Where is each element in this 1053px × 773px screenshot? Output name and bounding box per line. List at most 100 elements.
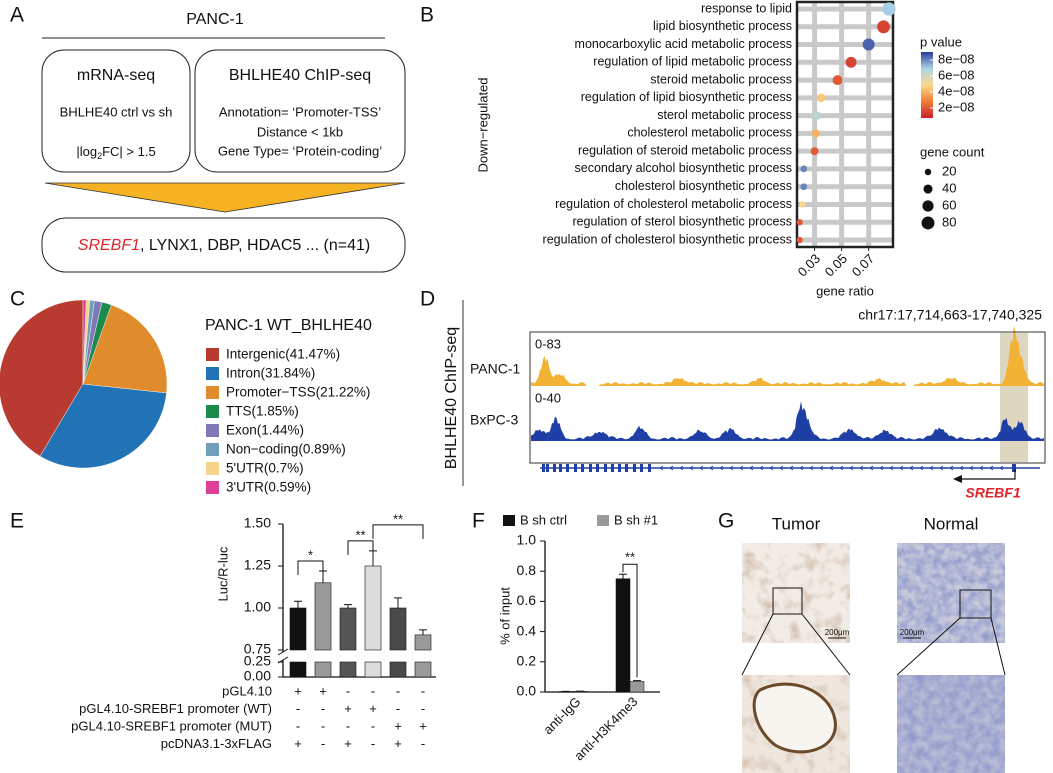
legend-label: B sh #1 [614, 512, 658, 527]
legend-label: 3'UTR(0.59%) [226, 480, 311, 495]
signal-track [531, 401, 1044, 441]
dot [796, 236, 803, 244]
track-range: 0-83 [535, 336, 561, 351]
exon [589, 464, 592, 472]
panel-label: E [10, 510, 24, 533]
box-title: mRNA-seq [77, 67, 155, 84]
sig-bracket [372, 524, 424, 539]
zoom-line [801, 613, 851, 676]
y-tick-label: 1.0 [517, 532, 537, 548]
legend-swatch [206, 462, 219, 475]
exon [611, 464, 614, 472]
dot [877, 20, 890, 34]
exon [596, 464, 599, 472]
term-label: steroid metabolic process [650, 72, 792, 86]
bar-part [289, 607, 307, 651]
column-title: Tumor [772, 514, 821, 533]
intron-chevron [759, 465, 764, 471]
intron-chevron [669, 465, 674, 471]
condition-sign: - [396, 701, 400, 716]
dot [832, 75, 843, 86]
error-bar [619, 573, 627, 579]
condition-sign: - [371, 718, 375, 733]
legend-swatch [206, 348, 219, 361]
term-label: regulation of sterol biosynthetic proces… [572, 215, 792, 229]
intron-chevron [949, 465, 954, 471]
bar-part [289, 661, 307, 678]
signal-track [531, 325, 1044, 386]
intron-chevron [689, 465, 694, 471]
dot [796, 219, 803, 226]
colorbar-label: 8e−08 [938, 51, 975, 66]
term-label: sterol metabolic process [657, 108, 792, 122]
condition-sign: - [346, 683, 350, 698]
intron-chevron [829, 465, 834, 471]
pie-slice [39, 383, 167, 469]
box-text: Distance < 1kb [257, 124, 343, 139]
legend-swatch [206, 424, 219, 437]
ihc-texture [742, 543, 850, 643]
size-label: 80 [942, 214, 956, 229]
intron-chevron [719, 465, 724, 471]
bar-part [389, 661, 407, 678]
intron-chevron [739, 465, 744, 471]
condition-sign: + [394, 736, 402, 751]
region: chr17:17,714,663-17,740,325 [858, 307, 1042, 323]
scale-label: 200μm [900, 628, 925, 637]
track-frame [529, 331, 1046, 464]
legend-label: Promoter−TSS(21.22%) [226, 385, 370, 400]
panel-label: F [472, 510, 485, 533]
y-tick-label: 0.25 [244, 653, 271, 669]
intron-chevron [929, 465, 934, 471]
y-tick-label: 1.50 [244, 515, 271, 531]
highlight-gene: SREBF1 [78, 237, 140, 254]
exon [633, 464, 636, 472]
condition-sign: - [346, 718, 350, 733]
ihc-texture [897, 675, 1005, 773]
error-bar [394, 597, 402, 608]
intron-chevron [969, 465, 974, 471]
y-tick-label: 0.75 [244, 641, 271, 657]
legend-title: p value [920, 34, 962, 49]
arrow-head [953, 475, 962, 483]
dot [862, 38, 875, 51]
y-tick-label: 0.4 [517, 622, 537, 638]
error-bar [419, 629, 427, 635]
intron-chevron [789, 465, 794, 471]
term-label: cholesterol metabolic process [627, 126, 792, 140]
dot [817, 93, 826, 103]
legend-swatch [206, 443, 219, 456]
condition-label: pGL4.10 [222, 683, 272, 698]
pie-slice [0, 299, 84, 457]
sig-label: ** [625, 550, 635, 565]
exon [542, 464, 545, 472]
bar [615, 578, 631, 693]
legend-label: Exon(1.44%) [226, 423, 304, 438]
size-key [924, 168, 932, 176]
funnel [44, 182, 406, 213]
error-bar [294, 600, 302, 608]
legend-label: Intergenic(41.47%) [226, 347, 340, 362]
y-tick-label: 0.0 [517, 683, 537, 699]
colorbar-label: 6e−08 [938, 67, 975, 82]
size-label: 40 [942, 180, 956, 195]
box-title: BHLHE40 ChIP-seq [229, 67, 371, 84]
term-label: monocarboxylic acid metabolic process [575, 37, 792, 51]
track-title: BHLHE40 ChIP-seq [443, 327, 460, 469]
text-part: FC| > 1.5 [102, 144, 156, 159]
legend-title: PANC-1 WT_BHLHE40 [205, 317, 372, 334]
bar-part [339, 661, 357, 678]
x-tick-label: 0.03 [795, 251, 824, 280]
condition-sign: - [396, 683, 400, 698]
error-bar [344, 604, 352, 608]
intron-chevron [919, 465, 924, 471]
track-name: BxPC-3 [470, 412, 518, 428]
exon [546, 464, 549, 472]
exon [604, 464, 607, 472]
intron-chevron [979, 465, 984, 471]
term-label: regulation of lipid metabolic process [593, 55, 792, 69]
bar [314, 582, 332, 678]
size-label: 60 [942, 197, 956, 212]
tracks: PANC-1 0-83 BxPC-3 0-40 [470, 325, 1044, 441]
exons [542, 464, 1016, 472]
